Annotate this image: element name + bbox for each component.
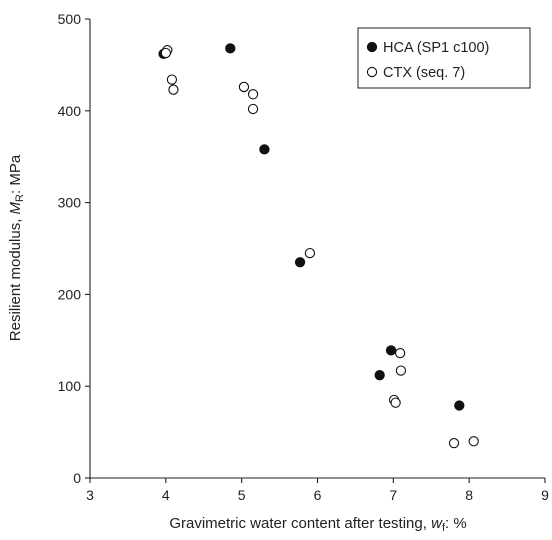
hca-data-point xyxy=(385,345,397,356)
ctx-data-point xyxy=(166,74,178,85)
y-tick-label: 0 xyxy=(73,470,81,486)
ctx-data-point xyxy=(238,81,250,93)
y-tick-label: 200 xyxy=(58,286,82,302)
ctx-data-point xyxy=(448,437,460,449)
x-tick-label: 4 xyxy=(162,487,170,503)
ctx-data-point xyxy=(395,348,406,359)
legend-marker-ctx xyxy=(366,66,378,78)
x-axis-label: Gravimetric water content after testing,… xyxy=(169,515,466,534)
ctx-data-point xyxy=(304,247,316,259)
ctx-data-point xyxy=(468,436,479,447)
x-tick-label: 5 xyxy=(238,487,246,503)
data-points xyxy=(158,43,479,449)
legend: HCA (SP1 c100) CTX (seq. 7) xyxy=(357,27,531,89)
hca-data-point xyxy=(259,144,270,155)
hca-data-point xyxy=(374,370,385,381)
legend-box xyxy=(357,27,531,89)
x-tick-label: 9 xyxy=(541,487,549,503)
legend-label-hca: HCA (SP1 c100) xyxy=(383,40,489,56)
x-tick-label: 3 xyxy=(86,487,94,503)
hca-data-point xyxy=(225,43,236,54)
x-tick-label: 8 xyxy=(465,487,473,503)
y-tick-label: 300 xyxy=(58,195,82,211)
hca-data-point xyxy=(454,400,465,411)
y-tick-label: 100 xyxy=(58,378,82,394)
y-tick-label: 500 xyxy=(58,11,82,27)
x-tick-label: 6 xyxy=(314,487,322,503)
legend-marker-hca xyxy=(366,41,378,53)
ctx-data-point xyxy=(160,47,171,59)
x-tick-label: 7 xyxy=(389,487,397,503)
ctx-data-point xyxy=(168,84,179,95)
ctx-data-point xyxy=(395,365,407,376)
ticks: 3 4 5 6 7 8 9 0 100 200 300 400 500 xyxy=(58,11,549,503)
y-axis-label: Resilient modulus, MR: MPa xyxy=(7,154,26,341)
y-tick-label: 400 xyxy=(58,103,82,119)
ctx-data-point xyxy=(247,89,259,100)
ctx-data-point xyxy=(247,103,259,115)
ctx-data-point xyxy=(390,397,401,408)
hca-data-point xyxy=(294,257,306,268)
legend-label-ctx: CTX (seq. 7) xyxy=(383,65,465,81)
